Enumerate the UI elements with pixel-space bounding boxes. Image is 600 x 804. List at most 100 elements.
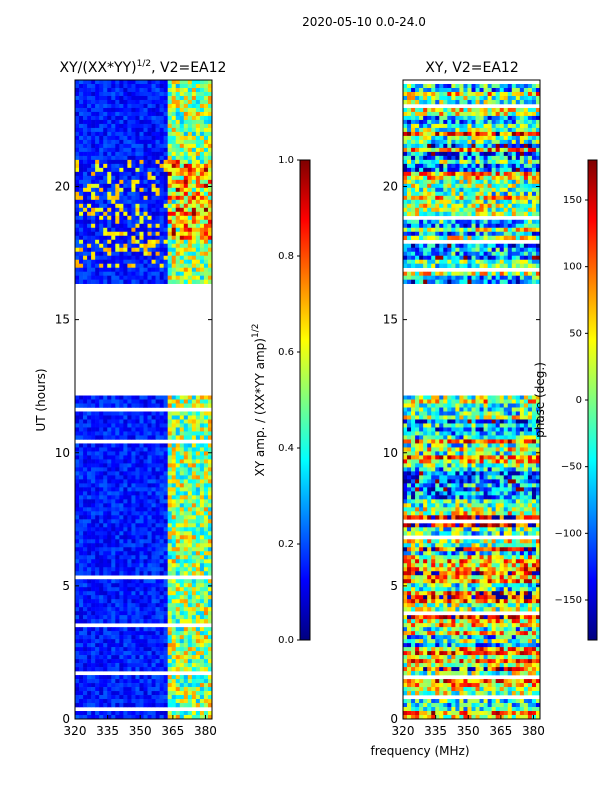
heatmap-cell: [135, 699, 139, 703]
heatmap-cell: [172, 539, 176, 543]
heatmap-cell: [160, 667, 164, 671]
heatmap-cell: [127, 543, 131, 547]
heatmap-cell: [148, 447, 152, 451]
heatmap-cell: [79, 172, 83, 176]
heatmap-cell: [144, 268, 148, 272]
figure-suptitle: 2020-05-10 0.0-24.0: [302, 15, 426, 29]
heatmap-cell: [115, 168, 119, 172]
heatmap-cell: [99, 148, 103, 152]
heatmap-cell: [156, 627, 160, 631]
heatmap-cell: [83, 431, 87, 435]
heatmap-cell: [160, 603, 164, 607]
heatmap-cell: [467, 124, 471, 128]
heatmap-cell: [131, 535, 135, 539]
heatmap-cell: [200, 168, 204, 172]
heatmap-cell: [79, 591, 83, 595]
heatmap-cell: [111, 264, 115, 268]
heatmap-cell: [119, 659, 123, 663]
heatmap-cell: [75, 124, 79, 128]
heatmap-cell: [135, 643, 139, 647]
heatmap-cell: [83, 547, 87, 551]
heatmap-cell: [123, 519, 127, 523]
heatmap-cell: [95, 216, 99, 220]
heatmap-cell: [87, 535, 91, 539]
heatmap-cell: [99, 599, 103, 603]
heatmap-cell: [172, 619, 176, 623]
heatmap-cell: [160, 256, 164, 260]
heatmap-cell: [204, 555, 208, 559]
heatmap-cell: [192, 487, 196, 491]
heatmap-cell: [144, 619, 148, 623]
heatmap-cell: [83, 571, 87, 575]
heatmap-cell: [79, 527, 83, 531]
heatmap-cell: [83, 667, 87, 671]
heatmap-cell: [83, 643, 87, 647]
heatmap-cell: [131, 503, 135, 507]
heatmap-cell: [119, 443, 123, 447]
heatmap-cell: [119, 200, 123, 204]
heatmap-cell: [192, 647, 196, 651]
heatmap-cell: [200, 184, 204, 188]
heatmap-cell: [123, 475, 127, 479]
heatmap-cell: [144, 272, 148, 276]
heatmap-cell: [192, 471, 196, 475]
heatmap-cell: [111, 523, 115, 527]
heatmap-cell: [459, 152, 463, 156]
heatmap-cell: [196, 479, 200, 483]
heatmap-cell: [107, 583, 111, 587]
heatmap-cell: [123, 711, 127, 715]
heatmap-cell: [115, 527, 119, 531]
heatmap-cell: [131, 240, 135, 244]
heatmap-cell: [168, 220, 172, 224]
heatmap-cell: [180, 224, 184, 228]
heatmap-cell: [75, 184, 79, 188]
heatmap-cell: [111, 204, 115, 208]
heatmap-cell: [180, 519, 184, 523]
heatmap-cell: [427, 92, 431, 96]
heatmap-cell: [484, 92, 488, 96]
heatmap-cell: [184, 168, 188, 172]
heatmap-cell: [91, 583, 95, 587]
heatmap-cell: [115, 635, 119, 639]
heatmap-cell: [123, 160, 127, 164]
heatmap-cell: [144, 647, 148, 651]
heatmap-cell: [180, 635, 184, 639]
heatmap-cell: [180, 280, 184, 284]
heatmap-cell: [172, 667, 176, 671]
heatmap-cell: [188, 595, 192, 599]
heatmap-cell: [156, 104, 160, 108]
heatmap-cell: [403, 88, 407, 92]
heatmap-cell: [148, 216, 152, 220]
heatmap-cell: [123, 116, 127, 120]
heatmap-cell: [200, 108, 204, 112]
heatmap-cell: [144, 687, 148, 691]
heatmap-cell: [107, 415, 111, 419]
heatmap-cell: [508, 116, 512, 120]
heatmap-cell: [152, 635, 156, 639]
heatmap-cell: [524, 96, 528, 100]
heatmap-cell: [184, 419, 188, 423]
heatmap-cell: [152, 703, 156, 707]
heatmap-cell: [524, 112, 528, 116]
heatmap-cell: [160, 128, 164, 132]
heatmap-cell: [83, 180, 87, 184]
heatmap-cell: [144, 699, 148, 703]
heatmap-cell: [107, 84, 111, 88]
heatmap-cell: [196, 164, 200, 168]
heatmap-cell: [144, 651, 148, 655]
heatmap-cell: [131, 232, 135, 236]
heatmap-cell: [172, 120, 176, 124]
heatmap-cell: [111, 491, 115, 495]
heatmap-cell: [168, 172, 172, 176]
heatmap-cell: [196, 655, 200, 659]
heatmap-cell: [135, 244, 139, 248]
heatmap-cell: [196, 423, 200, 427]
heatmap-cell: [107, 539, 111, 543]
heatmap-cell: [111, 168, 115, 172]
heatmap-cell: [488, 96, 492, 100]
heatmap-cell: [164, 683, 168, 687]
heatmap-cell: [87, 244, 91, 248]
heatmap-cell: [123, 531, 127, 535]
heatmap-cell: [176, 675, 180, 679]
heatmap-cell: [160, 663, 164, 667]
